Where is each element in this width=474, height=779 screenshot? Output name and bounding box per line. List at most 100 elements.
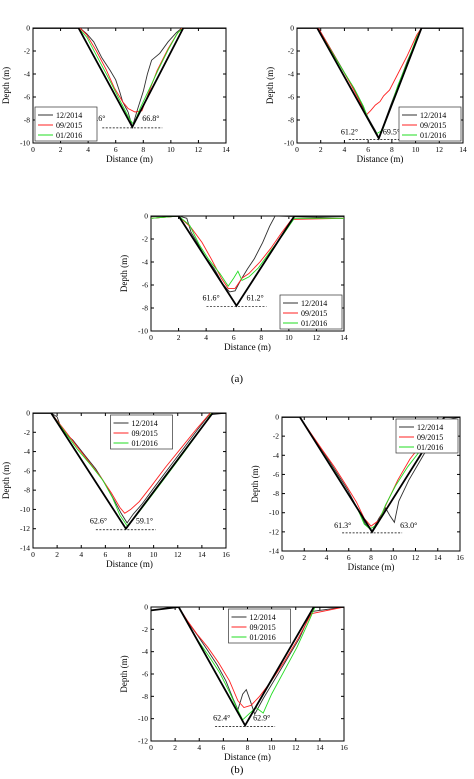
x-tick-label: 10 [390, 553, 398, 562]
legend-label: 01/2016 [132, 439, 158, 448]
x-axis-label: Distance (m) [357, 154, 404, 164]
y-tick-label: -2 [24, 47, 30, 56]
y-axis-label: Depth (m) [119, 255, 129, 292]
series-line-09-2015 [33, 28, 226, 113]
x-tick-label: 10 [412, 145, 420, 154]
x-tick-label: 10 [167, 145, 175, 154]
y-tick-label: -6 [142, 670, 148, 679]
angle-right-label: 62.9° [253, 713, 270, 722]
x-axis-label: Distance (m) [106, 559, 153, 569]
caption-a: (a) [231, 373, 244, 385]
legend-label: 09/2015 [301, 309, 327, 318]
x-tick-label: 0 [31, 145, 35, 154]
y-tick-label: -10 [138, 714, 148, 723]
y-tick-label: -2 [273, 432, 279, 441]
legend-label: 09/2015 [56, 121, 82, 130]
angle-left-label: 61.6° [202, 294, 219, 303]
x-tick-label: 4 [86, 145, 90, 154]
x-tick-label: 8 [259, 333, 263, 342]
x-tick-label: 14 [222, 145, 230, 154]
legend-label: 01/2016 [301, 319, 327, 328]
legend-label: 12/2014 [56, 111, 82, 120]
chart-a1: 0 2 4 6 8 10 12 14 -10 -8 -6 -4 -2 0 Distance (m) Depth… [1, 24, 230, 165]
caption-b: (b) [231, 764, 244, 776]
y-tick-label: -12 [138, 737, 148, 746]
y-tick-label: -4 [24, 70, 30, 79]
x-tick-label: 8 [390, 145, 394, 154]
x-tick-label: 6 [347, 553, 351, 562]
y-tick-label: 0 [144, 603, 148, 612]
y-tick-label: -10 [20, 139, 30, 148]
y-tick-label: -2 [288, 47, 294, 56]
x-tick-label: 8 [141, 145, 145, 154]
series-line-09-2015 [33, 413, 226, 514]
x-tick-label: 6 [232, 333, 236, 342]
x-axis-label: Distance (m) [106, 154, 153, 164]
design-profile-line [151, 607, 344, 728]
legend-label: 01/2016 [56, 131, 82, 140]
x-tick-label: 0 [31, 550, 35, 559]
y-tick-label: 0 [26, 24, 30, 33]
y-tick-label: 0 [144, 212, 148, 221]
chart-b3: 0 2 4 6 8 10 12 14 16 -12 -10 -8 -6 -4 -2 0 Distance (m)… [119, 603, 348, 763]
x-tick-label: 0 [280, 553, 284, 562]
y-tick-label: -2 [24, 428, 30, 437]
y-axis-label: Depth (m) [250, 465, 260, 502]
legend-label: 09/2015 [417, 433, 443, 442]
legend-label: 12/2014 [132, 419, 158, 428]
x-tick-label: 4 [325, 553, 329, 562]
legend-label: 01/2016 [250, 633, 276, 642]
y-axis-label: Depth (m) [119, 655, 129, 692]
angle-left-label: 61.2° [341, 127, 358, 136]
x-tick-label: 12 [412, 553, 420, 562]
angle-left-label: 62.6° [90, 517, 107, 526]
x-tick-label: 6 [366, 145, 370, 154]
x-tick-label: 8 [369, 553, 373, 562]
x-tick-label: 4 [343, 145, 347, 154]
y-tick-label: -8 [288, 116, 294, 125]
legend-label: 09/2015 [420, 121, 446, 130]
design-profile-line [151, 216, 344, 308]
angle-left-label: 62.4° [213, 713, 230, 722]
y-tick-label: -8 [142, 304, 148, 313]
y-tick-label: -10 [20, 505, 30, 514]
legend-label: 01/2016 [420, 131, 446, 140]
x-tick-label: 12 [174, 550, 182, 559]
y-tick-label: 0 [275, 413, 279, 422]
angle-right-label: 59.1° [136, 517, 153, 526]
x-tick-label: 16 [222, 550, 230, 559]
x-tick-label: 2 [173, 743, 177, 752]
chart-a3: 0 2 4 6 8 10 12 14 -10 -8 -6 -4 -2 0 Distance (m) Depth… [119, 212, 348, 353]
x-tick-label: 16 [456, 553, 464, 562]
y-tick-label: 0 [26, 409, 30, 418]
plot-frame [296, 27, 464, 144]
legend-label: 09/2015 [250, 623, 276, 632]
y-tick-label: -10 [269, 508, 279, 517]
y-tick-label: -4 [288, 70, 294, 79]
series-line-09-2015 [297, 28, 463, 117]
x-tick-label: 12 [436, 145, 444, 154]
angle-left-label: 61.3° [334, 521, 351, 530]
chart-b2: 0 2 4 6 8 10 12 14 16 -14 -12 -10 -8 -6 -4 -2 0 Distance … [250, 413, 464, 573]
angle-right-label: 61.2° [246, 294, 263, 303]
chart-a2: 0 2 4 6 8 10 12 14 -10 -8 -6 -4 -2 0 Distance (m) Depth… [265, 24, 467, 165]
series-line-12-2014 [151, 216, 344, 293]
y-tick-label: -2 [142, 235, 148, 244]
x-tick-label: 2 [319, 145, 323, 154]
legend-label: 01/2016 [417, 443, 443, 452]
y-axis-label: Depth (m) [1, 462, 11, 499]
design-profile-line [33, 28, 226, 129]
angle-right-label: 69.5° [383, 127, 400, 136]
x-tick-label: 12 [195, 145, 203, 154]
design-profile-line [33, 413, 226, 531]
x-tick-label: 14 [316, 743, 324, 752]
y-tick-label: -12 [269, 527, 279, 536]
x-tick-label: 2 [55, 550, 59, 559]
y-tick-label: -8 [273, 489, 279, 498]
x-tick-label: 10 [150, 550, 158, 559]
x-tick-label: 14 [198, 550, 206, 559]
